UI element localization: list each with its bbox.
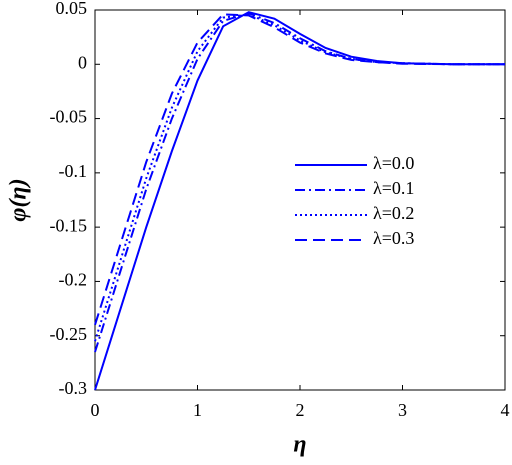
line xyxy=(94,13,505,326)
y-tick-label: 0 xyxy=(78,52,87,72)
x-tick-label: 1 xyxy=(193,400,202,420)
plot-frame xyxy=(94,9,506,391)
legend-label: λ=0.2 xyxy=(373,203,414,223)
x-tick-label: 0 xyxy=(91,400,100,420)
x-tick-label: 3 xyxy=(398,400,407,420)
line xyxy=(94,12,505,353)
y-tick-label: -0.15 xyxy=(50,215,88,235)
y-tick-label: -0.05 xyxy=(50,107,88,127)
y-tick-label: -0.2 xyxy=(59,270,88,290)
y-tick-label: -0.1 xyxy=(59,161,88,181)
legend-label: λ=0.0 xyxy=(373,153,414,173)
y-tick-label: -0.25 xyxy=(50,324,88,344)
x-axis-label: η xyxy=(293,432,306,458)
line xyxy=(94,13,505,342)
x-tick-label: 4 xyxy=(501,400,510,420)
legend-label: λ=0.1 xyxy=(373,178,414,198)
y-tick-label: 0.05 xyxy=(56,0,88,18)
x-tick-label: 2 xyxy=(296,400,305,420)
legend-label: λ=0.3 xyxy=(373,228,414,248)
y-axis-label: φ(η) xyxy=(6,178,32,221)
line xyxy=(94,11,505,391)
y-tick-label: -0.3 xyxy=(59,378,88,398)
